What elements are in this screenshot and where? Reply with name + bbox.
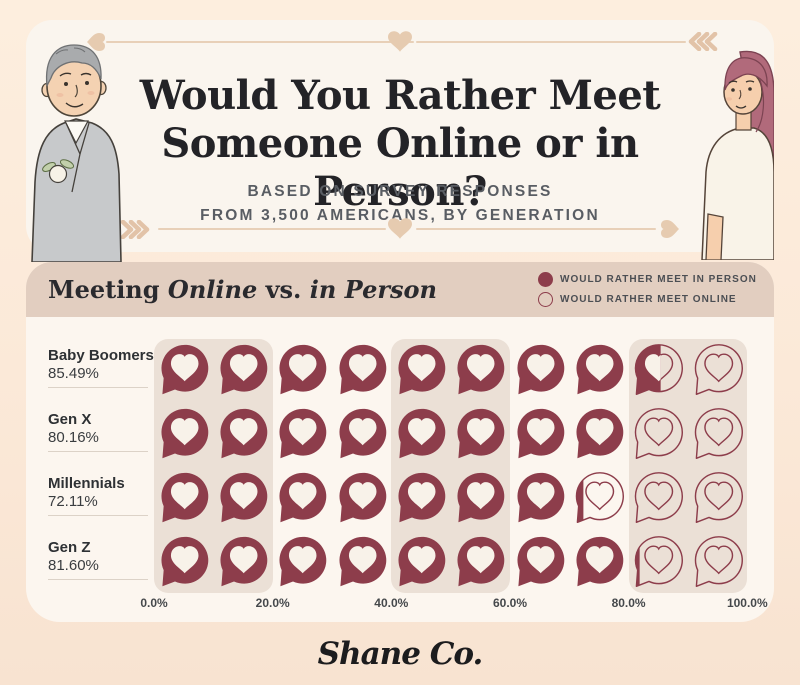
- heart-bubble-icon-filled: [220, 344, 268, 395]
- heart-bubble-icon-filled: [398, 536, 446, 587]
- generation-name: Gen X: [48, 411, 92, 428]
- legend: WOULD RATHER MEET IN PERSON WOULD RATHER…: [538, 270, 757, 310]
- heart-bubble-icon-filled: [339, 408, 386, 459]
- heart-bubble-icon-partial: [575, 472, 624, 524]
- heart-bubble-icon-outline: [694, 408, 743, 460]
- heart-bubble-icon-filled: [457, 536, 505, 587]
- label-underline: [48, 579, 148, 580]
- heart-bubble-icon-filled: [457, 408, 505, 459]
- groom-illustration: [31, 44, 122, 262]
- heart-icon: [388, 31, 412, 52]
- row-label: Millennials 72.11%: [48, 475, 158, 516]
- heart-bubble-icon-filled: [576, 408, 624, 459]
- heart-bubble-icon-outline: [694, 536, 743, 588]
- heart-bubble-icon-filled: [339, 472, 386, 523]
- generation-name: Millennials: [48, 475, 125, 492]
- heart-bubble-icon-filled: [516, 536, 564, 587]
- heart-bubble-icon-filled: [339, 344, 386, 395]
- heart-bubble-icon-filled: [339, 536, 386, 587]
- heart-bubble-icon-filled: [279, 344, 327, 395]
- legend-item-online: WOULD RATHER MEET ONLINE: [538, 290, 757, 309]
- header-card: Would You Rather Meet Someone Online or …: [26, 20, 774, 252]
- pictograph-grid: Baby Boomers 85.49% Gen X 80.16% Millenn…: [26, 262, 774, 622]
- x-axis-tick: 80.0%: [611, 596, 646, 610]
- generation-value: 72.11%: [48, 493, 98, 510]
- heart-bubble-icon-filled: [457, 344, 505, 395]
- page-subtitle: BASED ON SURVEY RESPONSES FROM 3,500 AME…: [116, 180, 684, 228]
- page-title: Would You Rather Meet Someone Online or …: [116, 72, 684, 216]
- heart-bubble-icon-filled: [220, 536, 268, 587]
- section-title-in-person: in Person: [309, 275, 437, 304]
- subtitle-line-2: FROM 3,500 AMERICANS, BY GENERATION: [200, 207, 600, 224]
- label-underline: [48, 387, 148, 388]
- heart-bubble-icon-filled: [161, 472, 208, 523]
- legend-label: WOULD RATHER MEET IN PERSON: [560, 274, 757, 285]
- heart-bubble-icon-filled: [279, 472, 327, 523]
- row-label: Gen X 80.16%: [48, 411, 158, 452]
- heart-bubble-icon-filled: [161, 408, 208, 459]
- heart-bubble-icon-partial: [635, 408, 684, 460]
- heart-bubble-icon-filled: [279, 408, 327, 459]
- label-underline: [48, 515, 148, 516]
- heart-bubble-icon-filled: [220, 472, 268, 523]
- generation-value: 81.60%: [48, 557, 99, 574]
- subtitle-line-1: BASED ON SURVEY RESPONSES: [247, 183, 553, 200]
- section-title: Meeting Online vs. in Person: [48, 262, 437, 317]
- deco-line: [106, 41, 414, 43]
- brand-logo: Shane Co.: [317, 636, 484, 672]
- legend-label: WOULD RATHER MEET ONLINE: [560, 294, 737, 305]
- bride-illustration: [701, 50, 774, 260]
- heart-icon: [388, 218, 412, 239]
- heart-arrow-left-icon: [87, 33, 105, 51]
- row-label: Gen Z 81.60%: [48, 539, 158, 580]
- generation-name: Gen Z: [48, 539, 91, 556]
- heart-bubble-icon-filled: [576, 344, 624, 395]
- deco-line: [416, 41, 686, 43]
- title-line-1: Would You Rather Meet: [139, 72, 661, 119]
- heart-bubble-icon-filled: [398, 344, 446, 395]
- heart-bubble-icon-filled: [576, 536, 624, 587]
- heart-bubble-icon-filled: [161, 344, 208, 395]
- heart-bubble-icon-filled: [220, 408, 268, 459]
- x-axis-tick: 0.0%: [140, 596, 168, 610]
- label-underline: [48, 451, 148, 452]
- section-title-part: vs.: [257, 275, 310, 304]
- heart-bubble-icon-outline: [635, 472, 684, 524]
- legend-dot-outline-icon: [538, 292, 553, 307]
- heart-bubble-icon-filled: [516, 344, 564, 395]
- heart-bubble-icon-filled: [398, 472, 446, 523]
- heart-bubble-icon-outline: [694, 344, 743, 396]
- chart-card: Meeting Online vs. in Person WOULD RATHE…: [26, 262, 774, 622]
- generation-value: 80.16%: [48, 429, 99, 446]
- section-title-part: Meeting: [48, 275, 168, 304]
- heart-bubble-icon-partial: [635, 536, 684, 588]
- legend-dot-filled-icon: [538, 272, 553, 287]
- x-axis-tick: 40.0%: [374, 596, 409, 610]
- chevrons-left-icon: [688, 32, 718, 51]
- section-title-online: Online: [167, 275, 258, 304]
- heart-bubble-icon-filled: [516, 408, 564, 459]
- generation-name: Baby Boomers: [48, 347, 154, 364]
- chart-header-bar: Meeting Online vs. in Person WOULD RATHE…: [26, 262, 774, 317]
- x-axis-tick: 60.0%: [492, 596, 528, 610]
- heart-arrow-right-icon: [661, 220, 679, 238]
- heart-bubble-icon-filled: [398, 408, 446, 459]
- row-label: Baby Boomers 85.49%: [48, 347, 158, 388]
- chevrons-right-icon: [120, 220, 150, 239]
- heart-bubble-icon-filled: [457, 472, 505, 523]
- deco-line: [158, 228, 386, 230]
- x-axis-tick: 100.0%: [726, 596, 768, 610]
- heart-bubble-icon-filled: [161, 536, 208, 587]
- heart-bubble-icon-filled: [516, 472, 564, 523]
- generation-value: 85.49%: [48, 365, 99, 382]
- legend-item-in-person: WOULD RATHER MEET IN PERSON: [538, 270, 757, 289]
- heart-bubble-icon-filled: [279, 536, 327, 587]
- title-line-2: Someone Online or in Person?: [161, 120, 639, 215]
- heart-bubble-icon-outline: [694, 472, 743, 524]
- deco-line: [416, 228, 656, 230]
- heart-bubble-icon-partial: [635, 344, 684, 396]
- x-axis-tick: 20.0%: [255, 596, 290, 610]
